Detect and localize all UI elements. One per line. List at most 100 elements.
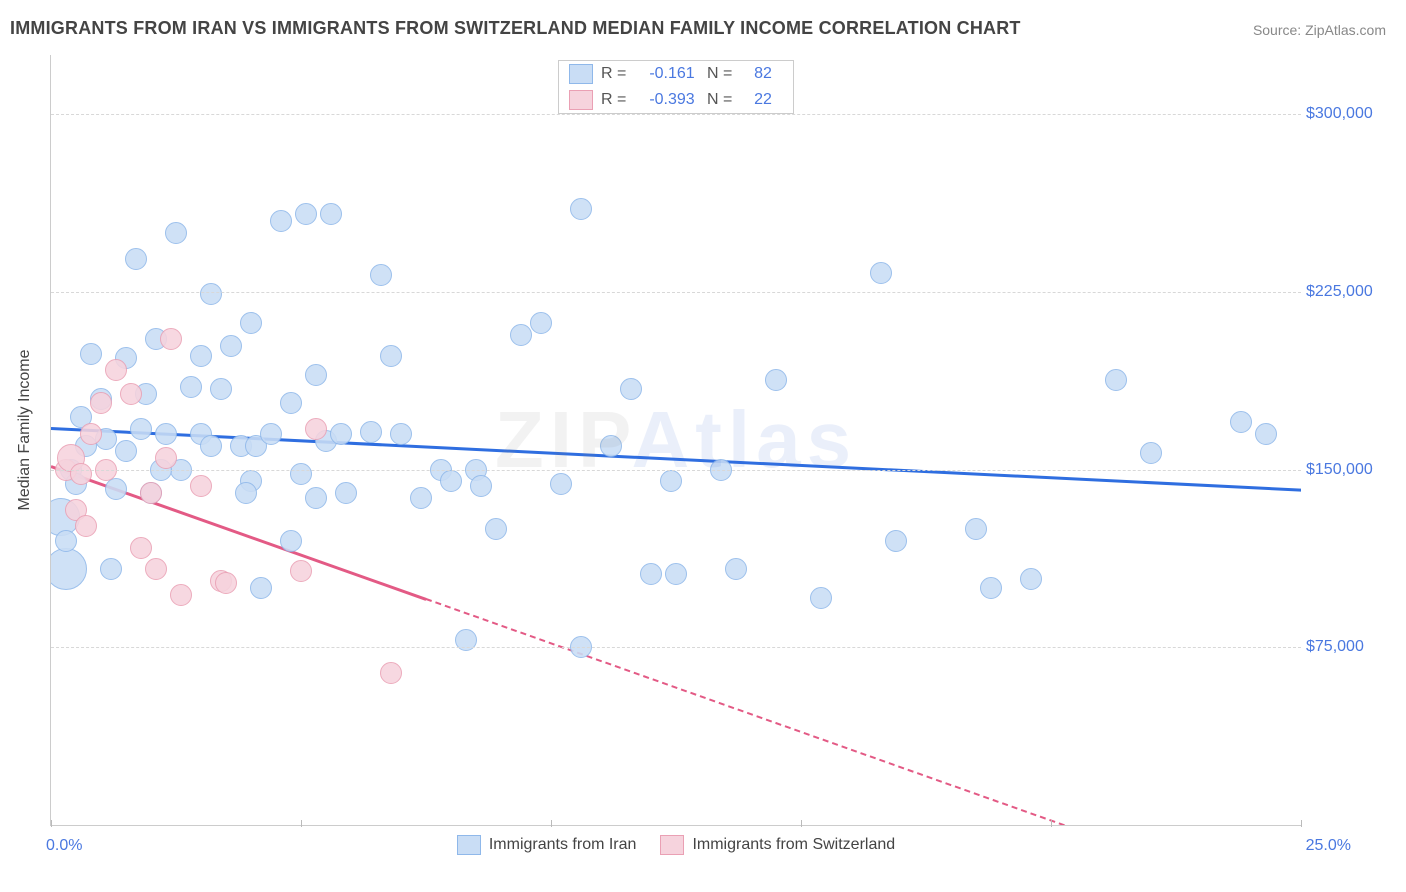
data-point-iran xyxy=(380,345,402,367)
correlation-legend: R = -0.161 N = 82 R = -0.393 N = 22 xyxy=(558,60,794,114)
legend-item-switzerland: Immigrants from Switzerland xyxy=(660,835,895,855)
data-point-iran xyxy=(1105,369,1127,391)
data-point-iran xyxy=(55,530,77,552)
data-point-iran xyxy=(530,312,552,334)
data-point-iran xyxy=(410,487,432,509)
y-tick-label: $150,000 xyxy=(1306,461,1396,479)
data-point-iran xyxy=(260,423,282,445)
data-point-switzerland xyxy=(190,475,212,497)
y-tick-label: $225,000 xyxy=(1306,283,1396,301)
data-point-iran xyxy=(100,558,122,580)
data-point-iran xyxy=(485,518,507,540)
data-point-iran xyxy=(570,198,592,220)
gridline xyxy=(51,647,1301,648)
data-point-switzerland xyxy=(75,515,97,537)
data-point-iran xyxy=(665,563,687,585)
data-point-iran xyxy=(165,222,187,244)
legend-row-switzerland: R = -0.393 N = 22 xyxy=(559,87,793,113)
data-point-iran xyxy=(965,518,987,540)
data-point-iran xyxy=(270,210,292,232)
data-point-iran xyxy=(200,435,222,457)
x-axis-start-label: 0.0% xyxy=(46,837,82,855)
legend-n-iran: 82 xyxy=(743,65,783,83)
legend-r-switzerland: -0.393 xyxy=(637,91,707,109)
data-point-switzerland xyxy=(140,482,162,504)
data-point-iran xyxy=(550,473,572,495)
data-point-switzerland xyxy=(380,662,402,684)
x-tick xyxy=(801,820,802,827)
x-axis-end-label: 25.0% xyxy=(1306,837,1351,855)
x-tick xyxy=(1051,820,1052,827)
data-point-switzerland xyxy=(170,584,192,606)
legend-label-switzerland: Immigrants from Switzerland xyxy=(692,836,895,854)
data-point-iran xyxy=(235,482,257,504)
data-point-iran xyxy=(885,530,907,552)
y-axis-label: Median Family Income xyxy=(16,350,34,511)
data-point-iran xyxy=(1230,411,1252,433)
data-point-iran xyxy=(125,248,147,270)
data-point-iran xyxy=(280,530,302,552)
x-tick xyxy=(51,820,52,827)
data-point-iran xyxy=(320,203,342,225)
x-tick xyxy=(1301,820,1302,827)
data-point-iran xyxy=(80,343,102,365)
y-tick-label: $300,000 xyxy=(1306,105,1396,123)
data-point-iran xyxy=(390,423,412,445)
legend-item-iran: Immigrants from Iran xyxy=(457,835,637,855)
data-point-iran xyxy=(440,470,462,492)
swatch-iran xyxy=(569,64,593,84)
data-point-iran xyxy=(130,418,152,440)
swatch-iran xyxy=(457,835,481,855)
data-point-iran xyxy=(810,587,832,609)
data-point-iran xyxy=(105,478,127,500)
plot-clip xyxy=(51,55,1301,825)
trendline xyxy=(426,598,1301,825)
data-point-iran xyxy=(660,470,682,492)
data-point-iran xyxy=(210,378,232,400)
data-point-iran xyxy=(620,378,642,400)
gridline xyxy=(51,292,1301,293)
data-point-iran xyxy=(335,482,357,504)
data-point-switzerland xyxy=(130,537,152,559)
data-point-iran xyxy=(220,335,242,357)
legend-n-switzerland: 22 xyxy=(743,91,783,109)
data-point-iran xyxy=(510,324,532,346)
data-point-switzerland xyxy=(215,572,237,594)
data-point-iran xyxy=(370,264,392,286)
series-legend: Immigrants from Iran Immigrants from Swi… xyxy=(51,835,1301,855)
swatch-switzerland xyxy=(569,90,593,110)
gridline xyxy=(51,114,1301,115)
data-point-iran xyxy=(200,283,222,305)
x-tick xyxy=(301,820,302,827)
data-point-switzerland xyxy=(155,447,177,469)
legend-label-iran: Immigrants from Iran xyxy=(489,836,637,854)
data-point-iran xyxy=(765,369,787,391)
data-point-iran xyxy=(115,440,137,462)
data-point-iran xyxy=(600,435,622,457)
data-point-iran xyxy=(1020,568,1042,590)
gridline xyxy=(51,470,1301,471)
data-point-iran xyxy=(470,475,492,497)
data-point-iran xyxy=(155,423,177,445)
scatter-plot: ZIPAtlas R = -0.161 N = 82 R = -0.393 N … xyxy=(50,55,1301,826)
data-point-switzerland xyxy=(80,423,102,445)
data-point-iran xyxy=(240,312,262,334)
data-point-switzerland xyxy=(160,328,182,350)
data-point-switzerland xyxy=(105,359,127,381)
legend-r-label: R = xyxy=(601,65,637,83)
chart-title: IMMIGRANTS FROM IRAN VS IMMIGRANTS FROM … xyxy=(10,18,1021,39)
data-point-iran xyxy=(980,577,1002,599)
data-point-iran xyxy=(305,364,327,386)
data-point-switzerland xyxy=(145,558,167,580)
data-point-iran xyxy=(1255,423,1277,445)
data-point-iran xyxy=(640,563,662,585)
y-tick-label: $75,000 xyxy=(1306,638,1396,656)
data-point-switzerland xyxy=(290,560,312,582)
data-point-switzerland xyxy=(305,418,327,440)
source-label: Source: ZipAtlas.com xyxy=(1253,22,1386,38)
data-point-iran xyxy=(305,487,327,509)
legend-row-iran: R = -0.161 N = 82 xyxy=(559,61,793,87)
legend-n-label: N = xyxy=(707,65,743,83)
swatch-switzerland xyxy=(660,835,684,855)
data-point-switzerland xyxy=(90,392,112,414)
